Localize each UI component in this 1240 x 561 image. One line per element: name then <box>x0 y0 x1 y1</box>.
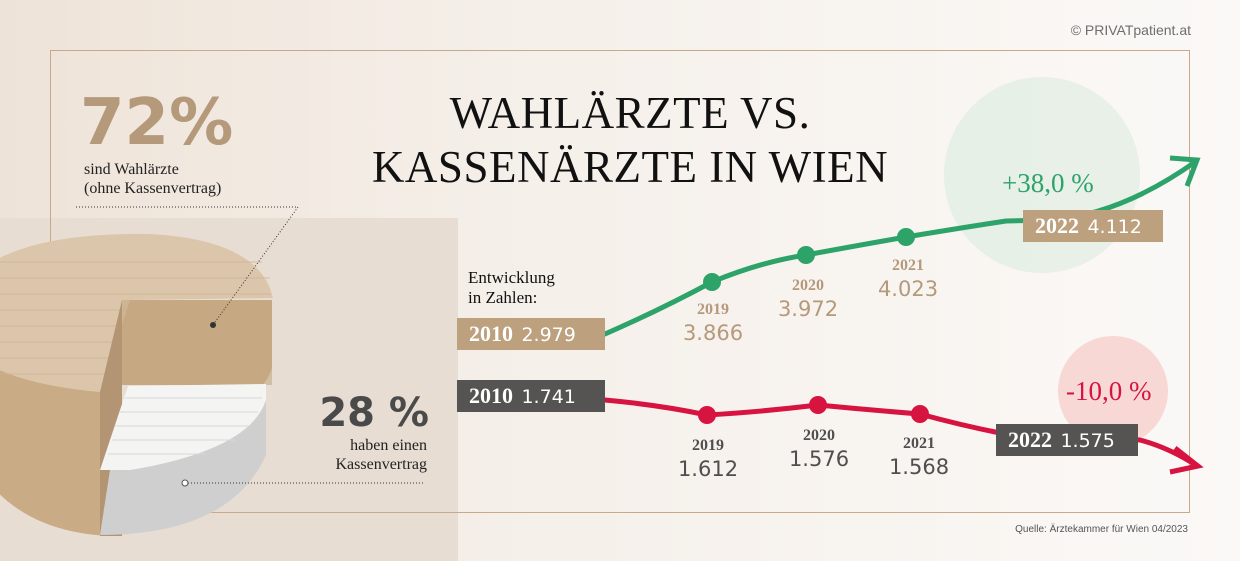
wahl-arrow-icon <box>1169 155 1201 187</box>
source-note: Quelle: Ärztekammer für Wien 04/2023 <box>1015 524 1188 535</box>
wahl-label-line-2: (ohne Kassenvertrag) <box>84 180 222 197</box>
kasse-year-2019: 2019 <box>692 437 724 454</box>
kasse-point-2021 <box>911 405 929 423</box>
kasse-year-2020: 2020 <box>803 427 835 444</box>
wahl-label-2020: 2020 3.972 <box>763 276 853 322</box>
kasse-change: -10,0 % <box>1066 376 1152 406</box>
kasse-end-value: 1.575 <box>1060 430 1115 452</box>
wahl-end-year: 2022 <box>1035 213 1079 238</box>
wahl-start-year: 2010 <box>469 321 513 346</box>
wahl-start-box: 2010 2.979 <box>457 318 605 350</box>
wahl-point-2020 <box>797 246 815 264</box>
kasse-end-year: 2022 <box>1008 427 1052 452</box>
wahl-label-2019: 2019 3.866 <box>668 300 758 346</box>
kasse-label-2020: 2020 1.576 <box>774 426 864 472</box>
title-line-2: KASSENÄRZTE IN WIEN <box>371 142 889 192</box>
wahl-year-2020: 2020 <box>792 277 824 294</box>
kasse-start-value: 1.741 <box>521 386 576 408</box>
intro-text: Entwicklung in Zahlen: <box>468 268 555 308</box>
wahl-percentage: 72% <box>80 86 234 160</box>
wahl-year-2019: 2019 <box>697 301 729 318</box>
wahl-end-value: 4.112 <box>1087 216 1142 238</box>
kasse-value-2019: 1.612 <box>677 457 739 481</box>
wahl-start-value: 2.979 <box>521 324 576 346</box>
intro-line-2: in Zahlen: <box>468 288 538 307</box>
kasse-value-2021: 1.568 <box>888 455 950 479</box>
pie-wahl-slice <box>0 233 273 392</box>
wahl-point-2019 <box>703 273 721 291</box>
kasse-arrow-icon <box>1169 446 1204 475</box>
title-line-1: WAHLÄRZTE VS. <box>449 88 811 138</box>
pie-kasse-slice <box>100 384 266 470</box>
intro-line-1: Entwicklung <box>468 268 555 287</box>
wahl-callout-line <box>76 206 299 326</box>
kasse-value-2020: 1.576 <box>788 447 850 471</box>
wahl-value-2020: 3.972 <box>777 297 839 321</box>
wahl-label-2021: 2021 4.023 <box>863 256 953 302</box>
kasse-label-2019: 2019 1.612 <box>663 436 753 482</box>
wahl-callout-dot <box>210 322 216 328</box>
kasse-end-box: 2022 1.575 <box>996 424 1138 456</box>
kasse-start-box: 2010 1.741 <box>457 380 605 412</box>
copyright: © PRIVATpatient.at <box>1070 22 1191 38</box>
wahl-end-box: 2022 4.112 <box>1023 210 1163 242</box>
pie-chart <box>0 233 273 536</box>
wahl-year-2021: 2021 <box>892 257 924 274</box>
decrease-highlight-circle <box>1058 336 1168 446</box>
kasse-label-line-2: Kassenvertrag <box>335 456 427 473</box>
kasse-year-2021: 2021 <box>903 435 935 452</box>
wahl-change: +38,0 % <box>1002 168 1094 198</box>
wahl-value-2021: 4.023 <box>877 277 939 301</box>
kasse-label-2021: 2021 1.568 <box>874 434 964 480</box>
wahl-label-line-1: sind Wahlärzte <box>84 161 179 178</box>
pie-texture <box>0 261 270 375</box>
wahl-point-2021 <box>897 228 915 246</box>
kasse-point-2020 <box>809 396 827 414</box>
chart-title: WAHLÄRZTE VS. KASSENÄRZTE IN WIEN <box>340 86 920 194</box>
kasse-label-line-1: haben einen <box>350 437 427 454</box>
kasse-point-2019 <box>698 406 716 424</box>
wahl-value-2019: 3.866 <box>682 321 744 345</box>
kasse-callout-dot <box>181 479 189 487</box>
wahl-label: sind Wahlärzte (ohne Kassenvertrag) <box>84 160 221 198</box>
pie-kasse-texture <box>108 397 262 455</box>
kasse-percentage: 28 % <box>319 390 429 436</box>
kasse-label: haben einen Kassenvertrag <box>335 436 427 474</box>
kasse-start-year: 2010 <box>469 383 513 408</box>
